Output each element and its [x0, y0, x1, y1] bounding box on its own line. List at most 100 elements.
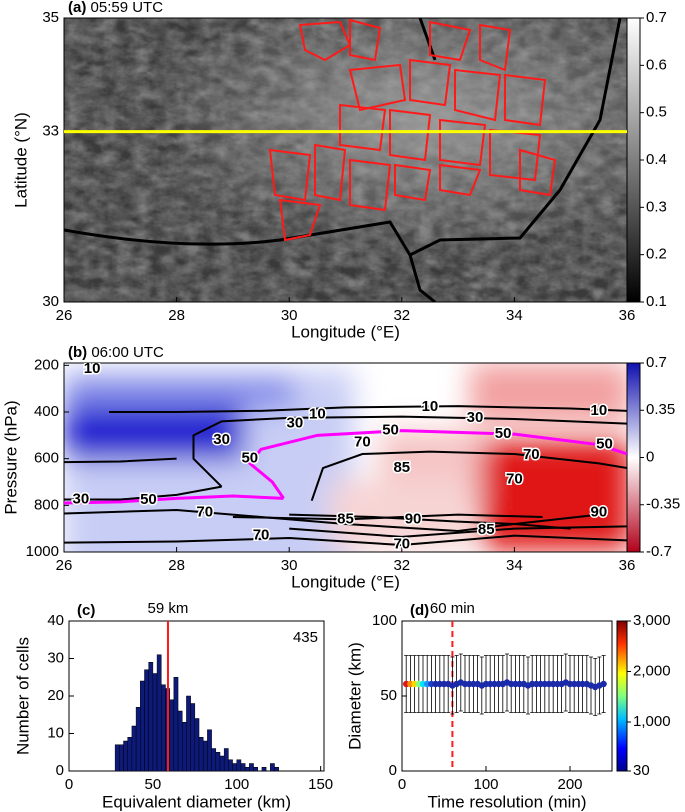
y-axis-title: Number of cells	[13, 637, 32, 755]
contour-line	[109, 405, 627, 413]
colorbar-tick-label: 0.1	[646, 293, 667, 310]
bar	[127, 737, 133, 772]
bar	[181, 722, 187, 772]
contour-label: 70	[253, 527, 270, 544]
contour-label: 30	[73, 490, 90, 507]
contour-label: 50	[140, 491, 157, 508]
bar	[169, 699, 175, 772]
contour-label: 90	[591, 503, 608, 520]
panel-label: (a)	[68, 0, 86, 16]
panel-title: (a) 05:59 UTC	[68, 0, 163, 16]
contour-label: 50	[495, 425, 512, 442]
bar	[207, 729, 212, 772]
contour-line	[64, 534, 627, 547]
bar	[261, 767, 267, 772]
contour-line	[64, 494, 284, 505]
bar	[211, 748, 217, 772]
contour-label: 50	[382, 422, 399, 439]
contour-label: 50	[241, 450, 258, 467]
bar	[240, 763, 246, 772]
colorbar-tick-label: -0.7	[646, 543, 672, 560]
bar	[186, 695, 191, 772]
bar	[228, 759, 233, 772]
bar	[152, 673, 158, 772]
y-axis-title: Latitude (°N)	[11, 112, 30, 208]
contour-label: 10	[422, 398, 439, 415]
bar	[270, 763, 275, 772]
contour-label: 85	[393, 459, 410, 476]
contour-line	[192, 415, 627, 488]
panel-label: (c)	[77, 602, 95, 619]
bar	[119, 744, 124, 772]
colorbar	[616, 620, 628, 772]
y-axis-title: Diameter (km)	[345, 642, 364, 750]
marker-label: 59 km	[148, 600, 189, 617]
panel-time: 05:59 UTC	[91, 0, 164, 16]
x-axis-title: Longitude (°E)	[291, 572, 400, 591]
contour-label: 30	[213, 431, 230, 448]
bar	[131, 725, 137, 772]
y-tick-label: 30	[47, 649, 64, 666]
x-tick-label: 32	[393, 307, 410, 324]
y-tick-label: 200	[34, 356, 59, 373]
panel-title: (c)	[77, 602, 95, 619]
x-tick-label: 34	[506, 307, 523, 324]
x-tick-label: 26	[56, 307, 73, 324]
panel-time: 06:00 UTC	[91, 344, 164, 361]
x-tick-label: 100	[473, 776, 498, 793]
x-tick-label: 36	[619, 307, 636, 324]
y-tick-label: 0	[389, 762, 397, 779]
x-axis-title: Equivalent diameter (km)	[102, 792, 291, 811]
x-tick-label: 28	[168, 307, 185, 324]
x-tick-label: 200	[557, 776, 582, 793]
bar	[173, 677, 179, 772]
colorbar-tick-label: 0	[646, 448, 654, 465]
colorbar-tick-label: 0.35	[646, 401, 675, 418]
x-axis-title: Longitude (°E)	[291, 322, 400, 341]
x-axis-title: Time resolution (min)	[427, 792, 586, 811]
contour-label: 85	[478, 521, 495, 538]
colorbar-tick-label: -0.35	[646, 496, 680, 513]
x-tick-label: 30	[281, 307, 298, 324]
bar	[148, 662, 154, 772]
y-tick-label: 100	[372, 612, 397, 629]
contour-line	[310, 450, 627, 501]
y-axis-title: Pressure (hPa)	[1, 400, 20, 514]
y-tick-label: 40	[47, 612, 64, 629]
bar	[161, 684, 166, 772]
contour-label: 70	[523, 446, 540, 463]
contour-label: 70	[196, 503, 213, 520]
x-tick-label: 150	[308, 776, 333, 793]
bar	[123, 740, 128, 772]
panel-label: (b)	[68, 344, 87, 361]
contour-label: 70	[354, 433, 371, 450]
contour-line	[289, 513, 599, 526]
bar	[253, 767, 258, 772]
bar	[249, 763, 254, 772]
y-tick-label: 10	[47, 724, 64, 741]
bar	[215, 752, 221, 772]
colorbar	[626, 362, 641, 553]
colorbar-tick-label: 1,000	[633, 713, 671, 730]
point	[600, 680, 607, 688]
contour-label: 30	[467, 409, 484, 426]
x-tick-label: 0	[65, 776, 73, 793]
bar	[244, 767, 250, 772]
colorbar-tick-label: 0.4	[646, 151, 667, 168]
colorbar	[626, 17, 641, 303]
contour-label: 10	[84, 360, 101, 377]
colorbar-tick-label: 3,000	[633, 612, 671, 629]
contour-line	[289, 525, 627, 538]
contour-label: 30	[286, 415, 303, 432]
contour-line	[232, 513, 543, 521]
contour-label: 70	[393, 536, 410, 553]
contour-label: 10	[309, 405, 326, 422]
count-label: 435	[293, 629, 318, 646]
satellite-image	[64, 18, 627, 302]
colorbar-tick-label: 0.7	[646, 9, 667, 26]
y-tick-label: 400	[34, 403, 59, 420]
y-tick-label: 0	[56, 762, 64, 779]
bar	[140, 680, 145, 772]
panel-label: (d)	[410, 602, 429, 619]
bar	[156, 654, 162, 772]
